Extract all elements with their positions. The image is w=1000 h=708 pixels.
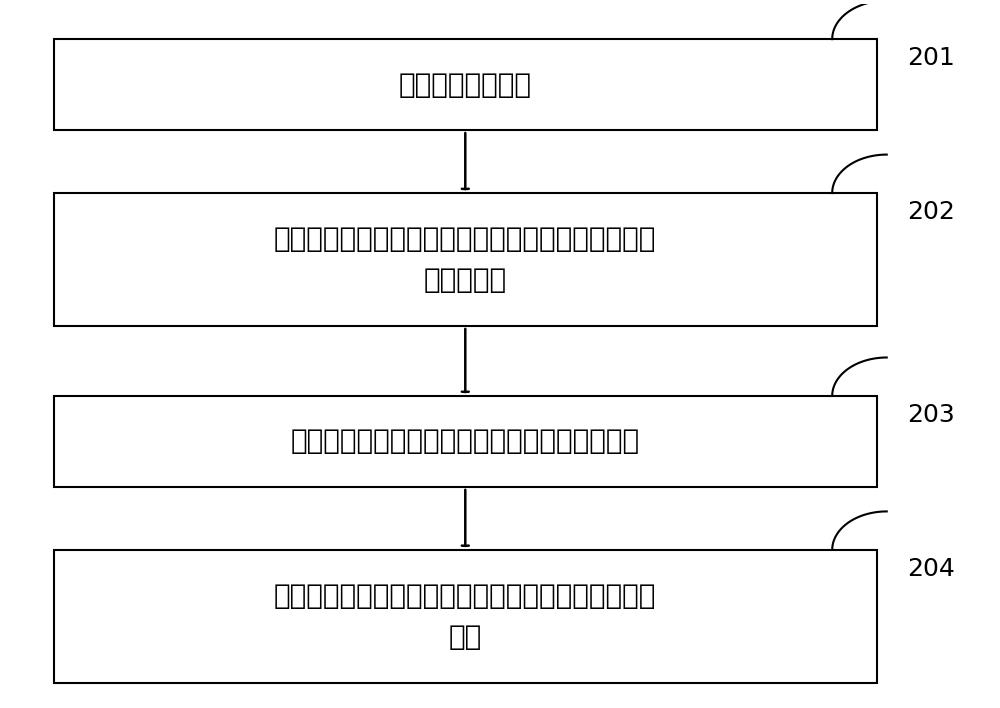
Bar [54, 550, 877, 683]
Text: 204: 204 [907, 557, 955, 581]
Bar [54, 193, 877, 326]
Bar [54, 39, 877, 130]
Text: 203: 203 [908, 403, 955, 427]
Text: 202: 202 [907, 200, 955, 224]
Bar [54, 396, 877, 487]
Text: 将所述钻孔数据映射至所述坐标系，构成散点图: 将所述钻孔数据映射至所述坐标系，构成散点图 [291, 428, 640, 455]
Text: 根据灰岩面高程、溶洞底板高程以及溶洞累计高度构
建坐标系统: 根据灰岩面高程、溶洞底板高程以及溶洞累计高度构 建坐标系统 [274, 225, 656, 294]
Text: 201: 201 [908, 46, 955, 70]
Text: 根据所述散点图中散点的分布特征，确定浅部侵蚀基
准面: 根据所述散点图中散点的分布特征，确定浅部侵蚀基 准面 [274, 582, 656, 651]
Text: 获取各个钻孔数据: 获取各个钻孔数据 [399, 71, 532, 98]
